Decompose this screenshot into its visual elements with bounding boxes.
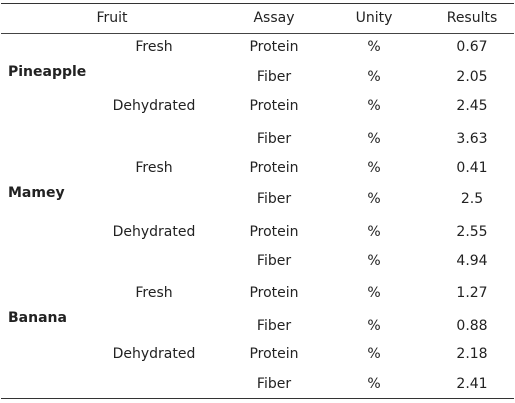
fruit-label-banana: Banana bbox=[8, 310, 67, 326]
result-cell: 3.63 bbox=[456, 131, 488, 147]
state-label: Dehydrated bbox=[112, 98, 196, 114]
result-cell: 0.41 bbox=[456, 160, 488, 176]
assay-cell: Fiber bbox=[256, 131, 292, 147]
unity-cell: % bbox=[367, 160, 381, 176]
assay-cell: Protein bbox=[249, 98, 299, 114]
state-label: Fresh bbox=[135, 160, 173, 176]
unity-cell: % bbox=[367, 69, 381, 85]
result-cell: 0.88 bbox=[456, 318, 488, 334]
assay-cell: Protein bbox=[249, 346, 299, 362]
unity-cell: % bbox=[367, 253, 381, 269]
column-header-unity: Unity bbox=[355, 10, 393, 26]
column-header-assay: Assay bbox=[253, 10, 295, 26]
unity-cell: % bbox=[367, 285, 381, 301]
state-label: Fresh bbox=[135, 285, 173, 301]
unity-cell: % bbox=[367, 191, 381, 207]
unity-cell: % bbox=[367, 318, 381, 334]
assay-cell: Fiber bbox=[256, 191, 292, 207]
table-bottom-rule bbox=[1, 398, 514, 399]
result-cell: 2.18 bbox=[456, 346, 488, 362]
fruit-label-pineapple: Pineapple bbox=[8, 64, 87, 80]
assay-cell: Fiber bbox=[256, 69, 292, 85]
result-cell: 2.55 bbox=[456, 224, 488, 240]
table-top-rule bbox=[1, 3, 514, 4]
unity-cell: % bbox=[367, 224, 381, 240]
assay-cell: Protein bbox=[249, 160, 299, 176]
unity-cell: % bbox=[367, 376, 381, 392]
result-cell: 2.45 bbox=[456, 98, 488, 114]
unity-cell: % bbox=[367, 346, 381, 362]
result-cell: 2.05 bbox=[456, 69, 488, 85]
assay-cell: Protein bbox=[249, 39, 299, 55]
state-label: Dehydrated bbox=[112, 346, 196, 362]
column-header-results: Results bbox=[446, 10, 498, 26]
result-cell: 4.94 bbox=[456, 253, 488, 269]
column-header-fruit: Fruit bbox=[96, 10, 128, 26]
assay-cell: Fiber bbox=[256, 253, 292, 269]
assay-cell: Fiber bbox=[256, 318, 292, 334]
result-cell: 0.67 bbox=[456, 39, 488, 55]
assay-cell: Fiber bbox=[256, 376, 292, 392]
unity-cell: % bbox=[367, 131, 381, 147]
assay-cell: Protein bbox=[249, 285, 299, 301]
result-cell: 2.41 bbox=[456, 376, 488, 392]
assay-cell: Protein bbox=[249, 224, 299, 240]
table-header-rule bbox=[1, 33, 514, 34]
fruit-label-mamey: Mamey bbox=[8, 185, 65, 201]
result-cell: 1.27 bbox=[456, 285, 488, 301]
result-cell: 2.5 bbox=[460, 191, 484, 207]
unity-cell: % bbox=[367, 39, 381, 55]
unity-cell: % bbox=[367, 98, 381, 114]
state-label: Dehydrated bbox=[112, 224, 196, 240]
state-label: Fresh bbox=[135, 39, 173, 55]
